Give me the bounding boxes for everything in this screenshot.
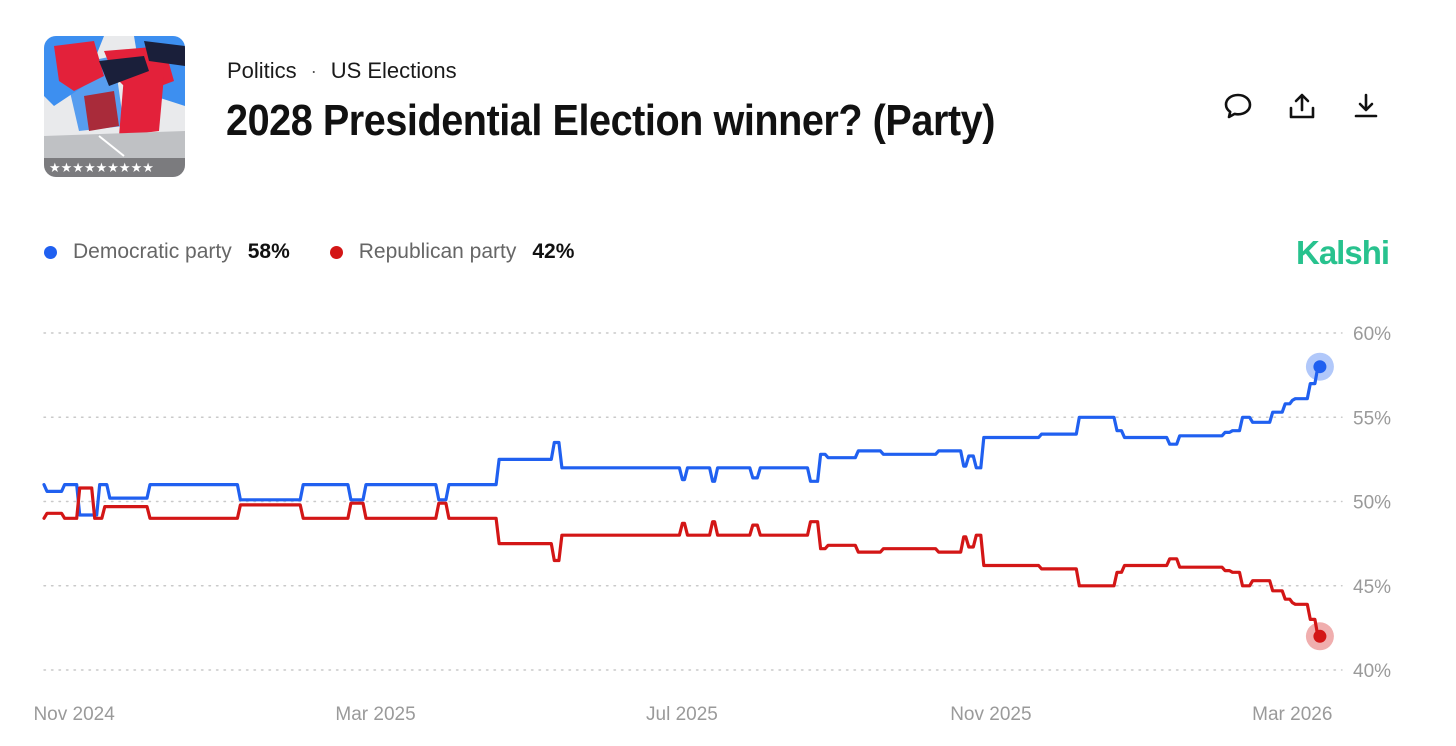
y-tick-label: 50% [1353, 493, 1391, 514]
legend-swatch-democratic [44, 245, 57, 259]
x-tick-label: Mar 2025 [335, 704, 415, 725]
y-tick-label: 45% [1353, 577, 1391, 598]
legend-value-republican: 42% [532, 240, 575, 263]
x-tick-label: Nov 2025 [950, 704, 1031, 725]
legend-item-republican[interactable]: Republican party 42% [329, 240, 575, 264]
y-tick-label: 60% [1353, 324, 1391, 345]
x-tick-label: Jul 2025 [646, 704, 718, 725]
share-button[interactable] [1284, 88, 1320, 124]
legend-label-democratic: Democratic party [73, 240, 232, 263]
legend-label-republican: Republican party [358, 240, 517, 263]
endpoint-dot-democratic [1313, 360, 1327, 374]
market-thumbnail: ★★★★★★★★★ [44, 36, 185, 177]
ballot-hands-illustration: ★★★★★★★★★ [44, 36, 185, 177]
action-bar [1220, 88, 1384, 124]
series-line-democratic [42, 365, 1322, 517]
legend-value-democratic: 58% [247, 240, 290, 263]
y-tick-label: 55% [1353, 408, 1391, 429]
comment-button[interactable] [1220, 88, 1256, 124]
x-tick-label: Nov 2024 [33, 704, 115, 725]
endpoint-dot-republican [1313, 629, 1327, 643]
share-icon [1289, 93, 1315, 119]
download-icon [1354, 93, 1378, 118]
breadcrumb-us-elections[interactable]: US Elections [330, 58, 457, 83]
kalshi-logo[interactable]: Kalshi [1296, 234, 1390, 271]
legend-item-democratic[interactable]: Democratic party 58% [44, 240, 290, 264]
y-tick-label: 40% [1353, 661, 1391, 682]
breadcrumb-separator: · [310, 60, 317, 81]
comment-icon [1224, 93, 1252, 119]
price-history-chart: 60% 55% 50% 45% 40% Nov 2024 Mar 2025 Jul 2025… [33, 324, 1391, 725]
legend-swatch-republican [329, 245, 343, 259]
chart-legend: Democratic party 58% Republican party 42… [44, 240, 614, 264]
download-button[interactable] [1348, 88, 1384, 124]
x-tick-label: Mar 2026 [1252, 704, 1332, 725]
breadcrumb-politics[interactable]: Politics [227, 58, 297, 83]
series-line-republican [42, 486, 1322, 638]
svg-text:★★★★★★★★★: ★★★★★★★★★ [49, 161, 154, 176]
page-title: 2028 Presidential Election winner? (Part… [226, 96, 995, 145]
breadcrumb: Politics · US Elections [227, 58, 457, 84]
